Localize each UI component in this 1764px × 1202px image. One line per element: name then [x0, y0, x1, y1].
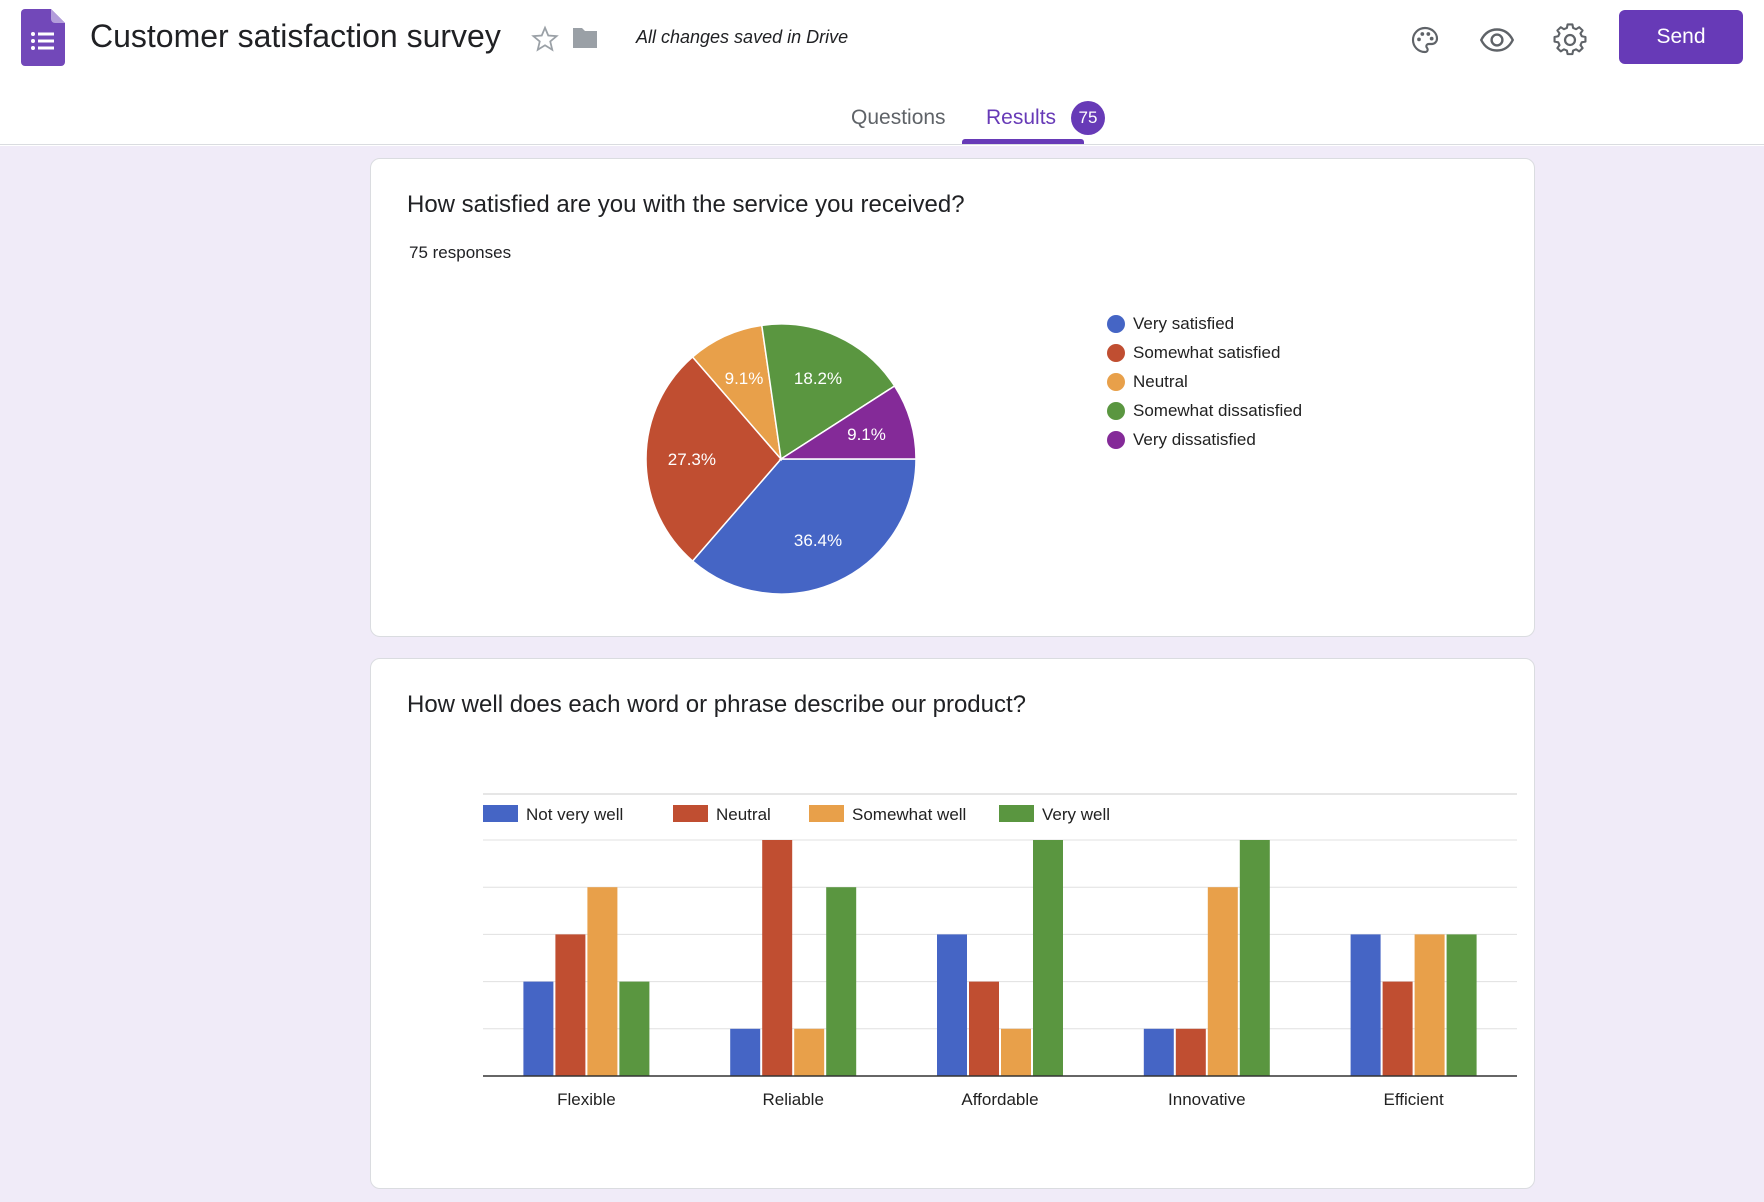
- legend-swatch: [1107, 401, 1125, 420]
- pie-slice-label: 36.4%: [794, 531, 842, 550]
- bar-affordable-somewhat-well[interactable]: [1001, 1028, 1031, 1076]
- gear-icon: [1553, 23, 1587, 56]
- bar-flexible-not-very-well[interactable]: [523, 981, 554, 1076]
- x-axis-tick-label: Affordable: [961, 1090, 1038, 1109]
- bar-affordable-not-very-well[interactable]: [937, 934, 967, 1076]
- bar-efficient-somewhat-well[interactable]: [1414, 934, 1445, 1076]
- results-area: How satisfied are you with the service y…: [0, 146, 1764, 1202]
- bar-reliable-somewhat-well[interactable]: [794, 1028, 825, 1076]
- x-axis-tick-label: Reliable: [762, 1090, 823, 1109]
- bar-legend-swatch-very-well[interactable]: [999, 805, 1034, 822]
- bar-legend-label: Very well: [1042, 805, 1110, 824]
- pie-legend-item-very-dissatisfied[interactable]: Very dissatisfied: [1107, 425, 1302, 454]
- bar-innovative-neutral[interactable]: [1175, 1028, 1206, 1076]
- pie-slice-label: 27.3%: [668, 450, 716, 469]
- satisfaction-pie-chart[interactable]: 36.4% 27.3% 9.1% 18.2% 9.1%: [631, 309, 931, 609]
- active-tab-indicator: [962, 139, 1084, 144]
- bar-innovative-very-well[interactable]: [1239, 840, 1270, 1076]
- x-axis-tick-label: Innovative: [1168, 1090, 1246, 1109]
- legend-label: Somewhat dissatisfied: [1133, 400, 1303, 420]
- bar-legend-swatch-not-very-well[interactable]: [483, 805, 518, 822]
- pie-slice-very-satisfied[interactable]: [691, 458, 917, 595]
- save-status: All changes saved in Drive: [636, 27, 849, 47]
- pie-slice-label: 9.1%: [847, 425, 886, 444]
- bar-innovative-somewhat-well[interactable]: [1207, 887, 1238, 1076]
- bar-reliable-neutral[interactable]: [762, 840, 793, 1076]
- app-header: Customer satisfaction survey All changes…: [0, 0, 1764, 145]
- pie-slice-label: 9.1%: [725, 369, 764, 388]
- x-axis-tick-label: Flexible: [557, 1090, 616, 1109]
- legend-label: Very satisfied: [1133, 313, 1235, 333]
- bar-legend-swatch-somewhat-well[interactable]: [809, 805, 844, 822]
- legend-label: Neutral: [1133, 371, 1188, 391]
- customize-theme-button[interactable]: [1400, 15, 1450, 65]
- product-description-bar-chart[interactable]: Not very well Neutral Somewhat well Very we…: [371, 659, 1536, 1190]
- pie-slice-somewhat-satisfied[interactable]: [645, 355, 782, 563]
- bar-reliable-not-very-well[interactable]: [730, 1028, 761, 1076]
- preview-button[interactable]: [1472, 15, 1522, 65]
- pie-legend: Very satisfied Somewhat satisfied Neutral S…: [1107, 309, 1302, 454]
- question-card-satisfaction: How satisfied are you with the service y…: [370, 158, 1535, 637]
- bar-affordable-neutral[interactable]: [969, 981, 999, 1076]
- x-axis-tick-label: Efficient: [1384, 1090, 1444, 1109]
- question-card-product-words: How well does each word or phrase descri…: [370, 658, 1535, 1189]
- tab-questions[interactable]: Questions: [851, 106, 946, 129]
- tab-results[interactable]: Results: [986, 106, 1057, 129]
- settings-button[interactable]: [1545, 15, 1595, 65]
- bar-flexible-somewhat-well[interactable]: [587, 887, 618, 1076]
- pie-slice-very-dissatisfied[interactable]: [778, 384, 917, 460]
- bar-legend-label: Not very well: [526, 805, 623, 824]
- folder-icon[interactable]: [571, 26, 599, 50]
- form-tabs: Questions Results 75: [0, 92, 1764, 145]
- question-title: How satisfied are you with the service y…: [407, 191, 965, 218]
- eye-icon: [1479, 28, 1515, 52]
- bar-efficient-not-very-well[interactable]: [1350, 934, 1381, 1076]
- bar-affordable-very-well[interactable]: [1033, 840, 1063, 1076]
- legend-swatch: [1107, 430, 1125, 449]
- legend-swatch: [1107, 314, 1125, 333]
- pie-legend-item-somewhat-dissatisfied[interactable]: Somewhat dissatisfied: [1107, 396, 1302, 425]
- question-title: How well does each word or phrase descri…: [407, 691, 1026, 718]
- legend-label: Somewhat satisfied: [1133, 342, 1281, 362]
- pie-legend-item-somewhat-satisfied[interactable]: Somewhat satisfied: [1107, 338, 1302, 367]
- legend-swatch: [1107, 372, 1125, 391]
- bar-efficient-neutral[interactable]: [1382, 981, 1413, 1076]
- legend-swatch: [1107, 343, 1125, 362]
- results-count-badge[interactable]: 75: [1071, 101, 1105, 135]
- pie-slice-label: 18.2%: [794, 369, 842, 388]
- palette-icon: [1411, 26, 1439, 54]
- bar-reliable-very-well[interactable]: [826, 887, 857, 1076]
- star-icon[interactable]: [530, 24, 560, 54]
- form-title[interactable]: Customer satisfaction survey: [90, 18, 501, 54]
- bar-flexible-neutral[interactable]: [555, 934, 586, 1076]
- pie-legend-item-very-satisfied[interactable]: Very satisfied: [1107, 309, 1302, 338]
- google-forms-icon[interactable]: [21, 9, 65, 66]
- bar-flexible-very-well[interactable]: [619, 981, 650, 1076]
- bar-legend-label: Neutral: [716, 805, 771, 824]
- bar-legend-label: Somewhat well: [852, 805, 966, 824]
- bar-legend-swatch-neutral[interactable]: [673, 805, 708, 822]
- pie-slice-somewhat-dissatisfied[interactable]: [760, 323, 896, 461]
- bar-efficient-very-well[interactable]: [1446, 934, 1477, 1076]
- send-button[interactable]: Send: [1619, 10, 1743, 64]
- response-count: 75 responses: [409, 243, 512, 262]
- legend-label: Very dissatisfied: [1133, 429, 1256, 449]
- pie-legend-item-neutral[interactable]: Neutral: [1107, 367, 1302, 396]
- bar-innovative-not-very-well[interactable]: [1143, 1028, 1174, 1076]
